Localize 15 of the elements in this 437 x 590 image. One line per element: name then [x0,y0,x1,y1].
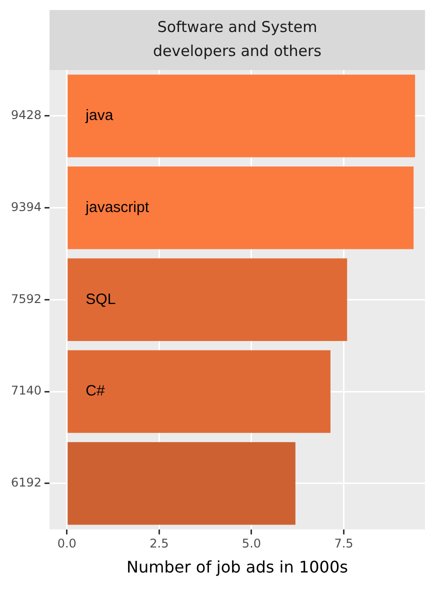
chart-title: Software and System developers and others [153,18,322,60]
x-axis-title: Number of job ads in 1000s [126,558,348,577]
y-tick-label: 9428 [10,108,42,122]
y-tick-label: 9394 [10,200,42,214]
x-tick-label: 0.0 [57,536,76,551]
y-tick-label: 7140 [10,384,42,398]
x-tick-label: 2.5 [150,536,169,551]
annotation: javascript [84,198,150,216]
x-tick-label: 7.5 [334,536,354,551]
annotation: C# [86,382,106,400]
y-tick-label: 7592 [10,292,42,306]
annotation: SQL [86,290,116,308]
x-tick-label: 5.0 [242,536,262,551]
y-tick-label: 6192 [10,476,42,490]
annotation: java [84,107,114,124]
